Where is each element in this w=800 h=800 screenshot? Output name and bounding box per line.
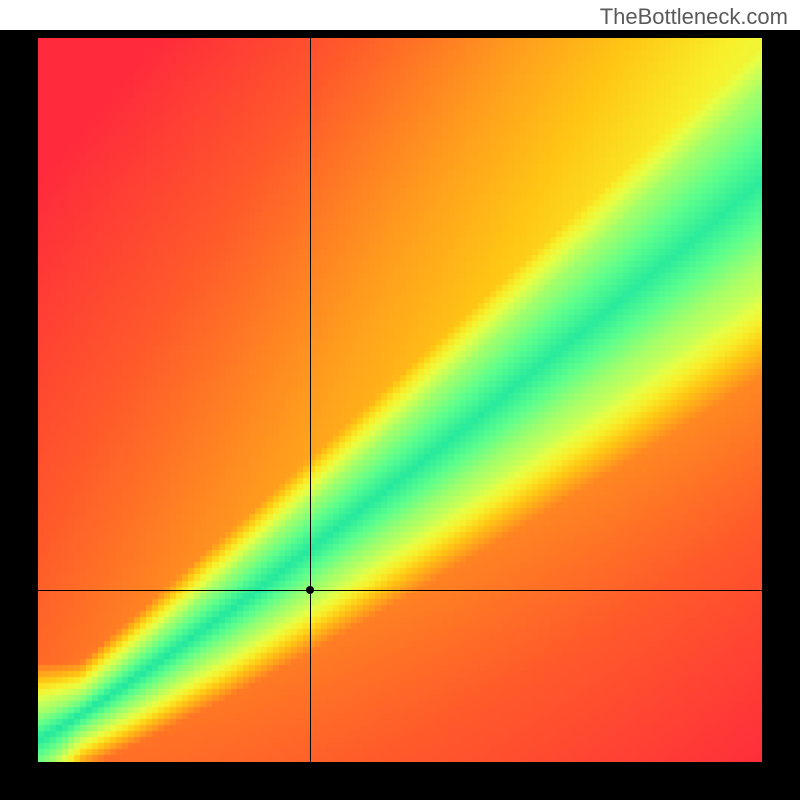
crosshair-horizontal — [38, 590, 762, 591]
plot-frame — [0, 30, 800, 800]
watermark-text: TheBottleneck.com — [600, 4, 788, 30]
heatmap-canvas — [38, 38, 762, 762]
heatmap-plot — [38, 38, 762, 762]
crosshair-vertical — [310, 38, 311, 762]
marker-point — [306, 586, 314, 594]
